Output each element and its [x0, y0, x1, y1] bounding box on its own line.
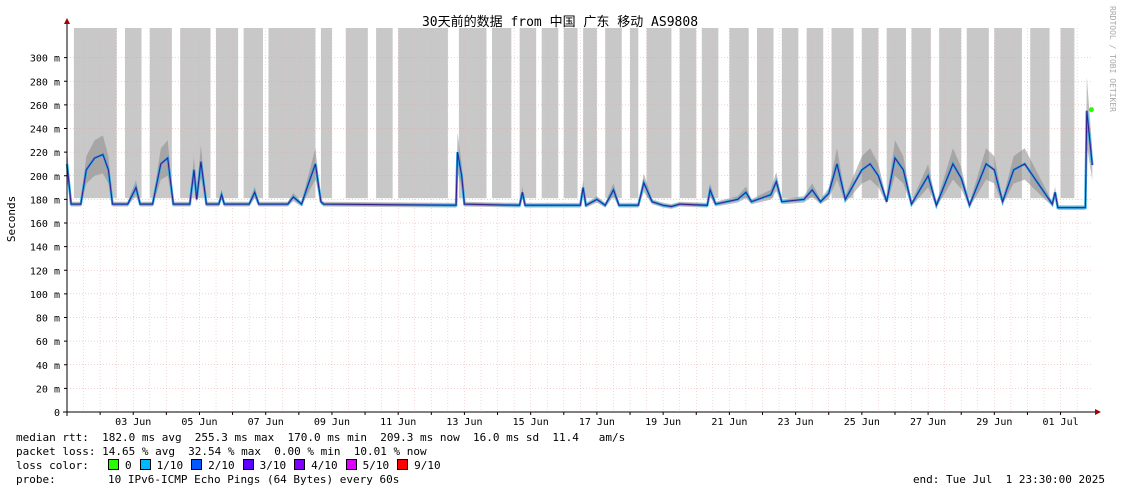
loss-band	[1030, 28, 1050, 199]
loss-swatch-label: 1/10	[156, 459, 184, 472]
median-rtt-stats: median rtt: 182.0 ms avg 255.3 ms max 17…	[16, 431, 626, 444]
loss-band	[519, 28, 537, 199]
loss-swatch	[139, 459, 151, 470]
loss-band	[492, 28, 512, 199]
x-tick-label: 11 Jun	[380, 417, 416, 428]
x-tick-label: 13 Jun	[446, 417, 482, 428]
y-tick-label: 260 m	[30, 101, 60, 112]
loss-color-label: loss color:	[16, 459, 89, 472]
x-tick-label: 09 Jun	[314, 417, 350, 428]
loss-band	[756, 28, 774, 199]
loss-band	[806, 28, 824, 199]
loss-swatch	[108, 459, 119, 470]
loss-color-legend: loss color: 0 1/10 2/10 3/10 4/10 5/10 9/10	[16, 459, 441, 473]
loss-band	[701, 28, 719, 199]
x-tick-label: 21 Jun	[711, 417, 747, 428]
probe-label: probe:	[16, 473, 56, 486]
loss-swatch	[294, 459, 306, 470]
y-tick-label: 180 m	[30, 195, 60, 206]
y-tick-label: 100 m	[30, 290, 60, 301]
loss-band	[216, 28, 239, 199]
loss-band	[630, 28, 639, 199]
y-tick-labels: 0 20 m 40 m 60 m 80 m 100 m 120 m 140 m 160 m 180…	[30, 54, 67, 419]
loss-band	[398, 28, 448, 199]
y-tick-label: 40 m	[36, 361, 60, 372]
x-tick-labels: 03 Jun 05 Jun 07 Jun 09 Jun 11 Jun 13 Jun 15 J…	[66, 412, 1079, 428]
loss-band	[243, 28, 263, 199]
loss-swatch	[345, 459, 357, 470]
x-tick-label: 25 Jun	[844, 417, 880, 428]
loss-band	[911, 28, 931, 199]
median-rtt-series	[65, 107, 1094, 210]
x-tick-label: 03 Jun	[115, 417, 151, 428]
loss-band	[180, 28, 211, 199]
loss-band	[458, 28, 487, 199]
x-tick-label: 19 Jun	[645, 417, 681, 428]
loss-band	[1060, 28, 1075, 199]
x-tick-label: 17 Jun	[579, 417, 615, 428]
loss-band	[541, 28, 559, 199]
x-tick-label: 29 Jun	[976, 417, 1012, 428]
loss-swatch-label: 2/10	[208, 459, 235, 472]
chart-title: 30天前的数据 from 中国 广东 移动 AS9808	[422, 14, 698, 30]
loss-swatch	[242, 459, 254, 470]
loss-swatch-label: 0	[125, 459, 132, 472]
loss-swatch	[397, 459, 409, 470]
loss-band	[646, 28, 672, 199]
loss-band	[320, 28, 332, 199]
y-tick-label: 200 m	[30, 172, 60, 183]
y-tick-label: 280 m	[30, 77, 60, 88]
loss-swatch-label: 5/10	[362, 459, 390, 472]
loss-swatch-label: 3/10	[259, 459, 287, 472]
loss-band	[679, 28, 697, 199]
x-axis-arrow	[1095, 409, 1101, 415]
loss-band	[563, 28, 578, 199]
packet-loss-bands	[73, 28, 1075, 199]
x-tick-label: 23 Jun	[778, 417, 814, 428]
rtt-chart: 0 20 m 40 m 60 m 80 m 100 m 120 m 140 m 160 m 180…	[5, 6, 1117, 428]
loss-swatch-label: 4/10	[311, 459, 338, 472]
y-tick-label: 240 m	[30, 125, 60, 136]
loss-band	[781, 28, 799, 199]
y-tick-label: 300 m	[30, 54, 60, 65]
loss-band	[966, 28, 989, 199]
loss-band	[268, 28, 316, 199]
end-time: end: Tue Jul 1 23:30:00 2025	[912, 473, 1105, 486]
loss-band	[124, 28, 142, 199]
y-tick-label: 20 m	[36, 384, 60, 395]
loss-swatch	[191, 459, 203, 470]
packet-loss-stats: packet loss: 14.65 % avg 32.54 % max 0.0…	[16, 445, 427, 458]
y-tick-label: 0	[54, 408, 60, 419]
y-tick-label: 140 m	[30, 243, 60, 254]
x-tick-label: 27 Jun	[910, 417, 946, 428]
current-point	[1088, 107, 1094, 113]
x-tick-label: 15 Jun	[513, 417, 549, 428]
y-tick-label: 60 m	[36, 337, 60, 348]
loss-band	[729, 28, 749, 199]
rrdtool-watermark: RRDTOOL / TOBI OETIKER	[1108, 6, 1117, 112]
y-axis-label: Seconds	[5, 196, 18, 242]
rtt-smoke-band	[67, 76, 1093, 211]
probe-info: probe: 10 IPv6-ICMP Echo Pings (64 Bytes)…	[16, 473, 399, 487]
y-tick-label: 160 m	[30, 219, 60, 230]
loss-band	[376, 28, 393, 199]
x-tick-label: 07 Jun	[248, 417, 284, 428]
loss-swatch-label: 9/10	[414, 459, 441, 472]
rtt-smoke	[67, 76, 1093, 211]
x-tick-label: 01 Jul	[1043, 417, 1079, 428]
loss-band	[583, 28, 597, 199]
y-tick-label: 120 m	[30, 266, 60, 277]
probe-text: 10 IPv6-ICMP Echo Pings (64 Bytes) every…	[108, 473, 400, 486]
loss-band	[345, 28, 368, 199]
y-axis-arrow	[64, 18, 70, 24]
chart-grid	[66, 28, 1093, 412]
x-tick-label: 05 Jun	[181, 417, 217, 428]
median-line	[66, 110, 1093, 209]
chart-axes	[63, 18, 1101, 416]
y-tick-label: 80 m	[36, 314, 60, 325]
loss-band	[605, 28, 622, 199]
y-tick-label: 220 m	[30, 148, 60, 159]
